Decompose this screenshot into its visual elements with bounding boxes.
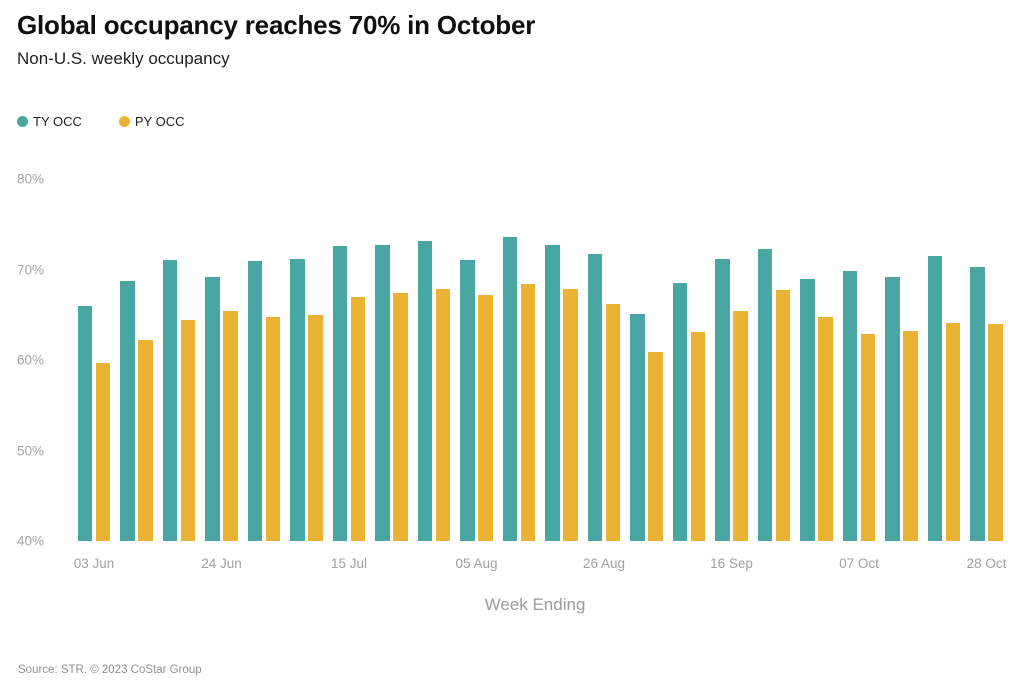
ty-occ-bar (970, 266, 985, 541)
y-axis-label: 50% (17, 443, 45, 458)
x-axis-label: 24 Jun (201, 556, 242, 571)
x-axis-label: 16 Sep (710, 556, 753, 571)
py-occ-bar (520, 283, 536, 541)
ty-occ-bar (757, 248, 773, 541)
chart-title: Global occupancy reaches 70% in October (17, 10, 536, 40)
x-axis-label: 03 Jun (73, 556, 115, 571)
py-occ-bar (733, 311, 748, 541)
py-occ-bar (350, 296, 366, 541)
ty-occ-bar (120, 281, 135, 541)
footer-source: Source: STR. © 2023 CoStar Group (18, 664, 202, 676)
py-occ-bar (138, 340, 153, 541)
ty-occ-bar (205, 276, 220, 541)
ty-occ-bar (842, 271, 858, 541)
py-occ-bar (775, 290, 791, 541)
legend-label-py-occ: PY OCC (134, 114, 185, 129)
ty-occ-bar (290, 258, 305, 541)
x-axis-label: 15 Jul (330, 556, 368, 571)
legend-label-ty-occ: TY OCC (33, 114, 82, 129)
ty-occ-bar (715, 258, 730, 541)
py-occ-bar (265, 316, 281, 541)
py-occ-bar (648, 351, 663, 541)
x-axis-label: 07 Oct (839, 556, 879, 571)
x-axis-label: 26 Aug (582, 556, 626, 571)
y-axis-label: 60% (17, 352, 45, 368)
py-occ-legend-dot-icon (118, 116, 130, 127)
py-occ-bar (563, 288, 578, 541)
py-occ-bar (988, 323, 1003, 541)
x-axis-title: Week Ending (484, 595, 586, 614)
ty-occ-bar (162, 260, 178, 541)
py-occ-bar (223, 311, 238, 541)
y-axis-label: 40% (17, 533, 45, 549)
py-occ-bar (180, 320, 196, 541)
py-occ-bar (690, 331, 706, 541)
py-occ-bar (95, 362, 111, 541)
ty-occ-bar (545, 245, 560, 541)
ty-occ-bar (460, 259, 475, 541)
ty-occ-bar (77, 305, 93, 541)
x-axis-label: 05 Aug (455, 556, 498, 571)
py-occ-bar (945, 322, 961, 541)
py-occ-bar (478, 294, 493, 541)
py-occ-bar (308, 314, 323, 541)
legend-item-ty-occ: TY OCC (17, 114, 82, 129)
ty-occ-bar (247, 261, 263, 541)
ty-occ-bar (375, 245, 390, 541)
chart-subtitle: Non-U.S. weekly occupancy (17, 49, 230, 68)
ty-occ-legend-dot-icon (17, 116, 28, 127)
y-axis-label: 70% (17, 262, 45, 277)
ty-occ-bar (502, 236, 518, 541)
legend: TY OCC PY OCC (17, 114, 185, 129)
py-occ-bar (393, 293, 408, 541)
ty-occ-bar (587, 254, 603, 541)
plot-area: 40% 50% 60% 70% 80% (0, 169, 1024, 549)
py-occ-bar (860, 333, 876, 541)
ty-occ-bar (800, 278, 815, 541)
y-axis-label: 80% (17, 171, 45, 187)
py-occ-bar (818, 317, 833, 541)
py-occ-bar (435, 288, 451, 541)
py-occ-bar (605, 303, 621, 541)
x-axis-label: 28 Oct (966, 556, 1007, 571)
ty-occ-bar (630, 313, 645, 541)
ty-occ-bar (417, 241, 433, 541)
ty-occ-bar (672, 283, 688, 541)
ty-occ-bar (332, 245, 348, 541)
ty-occ-bar (885, 276, 900, 541)
legend-item-py-occ: PY OCC (118, 114, 185, 129)
py-occ-bar (903, 331, 918, 541)
ty-occ-bar (927, 255, 943, 541)
